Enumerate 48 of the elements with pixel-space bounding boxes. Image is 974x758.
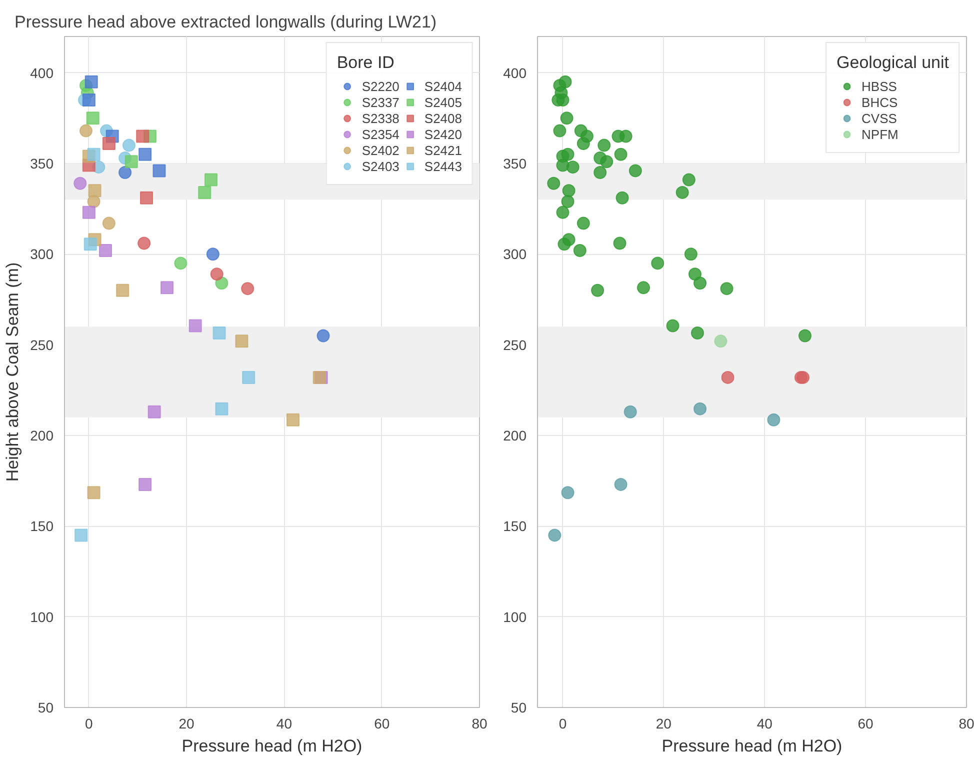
y-axis-title: Height above Coal Seam (m) — [3, 262, 22, 482]
legend-label: S2421 — [424, 142, 462, 158]
legend-label: S2354 — [362, 126, 400, 142]
y-tick-label: 150 — [503, 518, 527, 534]
y-tick-label: 400 — [503, 64, 527, 81]
x-tick-label: 40 — [276, 716, 292, 732]
y-tick-label: 50 — [510, 700, 527, 716]
legend-title: Bore ID — [336, 53, 396, 73]
y-tick-label: 150 — [30, 518, 54, 534]
y-tick-label: 200 — [503, 427, 527, 444]
legend-label: S2420 — [424, 126, 462, 142]
legend-label: HBSS — [862, 78, 897, 94]
y-tick-label: 100 — [30, 608, 54, 625]
legend-label: S2402 — [362, 142, 400, 158]
chart-title: Pressure head above extracted longwalls (during LW21) — [14, 12, 437, 32]
legend-label: S2337 — [362, 94, 400, 110]
y-tick-label: 350 — [503, 155, 527, 172]
legend-label: S2403 — [362, 158, 400, 174]
x-tick-label: 80 — [958, 716, 974, 732]
y-tick-label: 300 — [503, 246, 527, 262]
y-tick-label: 400 — [30, 64, 54, 81]
y-tick-label: 300 — [30, 246, 54, 262]
x-axis-title: Pressure head (m H2O) — [662, 736, 842, 756]
y-tick-label: 250 — [30, 336, 54, 353]
x-tick-label: 60 — [374, 716, 390, 732]
x-tick-label: 20 — [178, 716, 195, 732]
legend-label: S2405 — [424, 94, 462, 110]
x-tick-label: 40 — [756, 716, 773, 732]
y-tick-label: 50 — [38, 700, 54, 716]
x-tick-label: 80 — [472, 716, 488, 732]
y-tick-label: 250 — [503, 336, 527, 353]
x-tick-label: 20 — [656, 716, 672, 732]
legend-label: CVSS — [862, 110, 897, 126]
y-tick-label: 200 — [30, 427, 54, 444]
legend-label: S2408 — [424, 110, 462, 126]
legend-title: Geological unit — [836, 53, 949, 73]
legend-label: S2220 — [362, 78, 400, 94]
x-tick-label: 60 — [858, 716, 874, 732]
x-tick-label: 0 — [558, 716, 567, 732]
legend-label: S2443 — [424, 158, 462, 174]
legend-label: BHCS — [862, 94, 898, 110]
y-tick-label: 100 — [503, 608, 527, 625]
y-tick-label: 350 — [30, 155, 54, 172]
x-tick-label: 0 — [85, 716, 94, 732]
legend-label: S2338 — [362, 110, 400, 126]
x-axis-title: Pressure head (m H2O) — [182, 736, 362, 756]
legend-label: S2404 — [424, 78, 462, 94]
legend-label: NPFM — [862, 126, 898, 142]
